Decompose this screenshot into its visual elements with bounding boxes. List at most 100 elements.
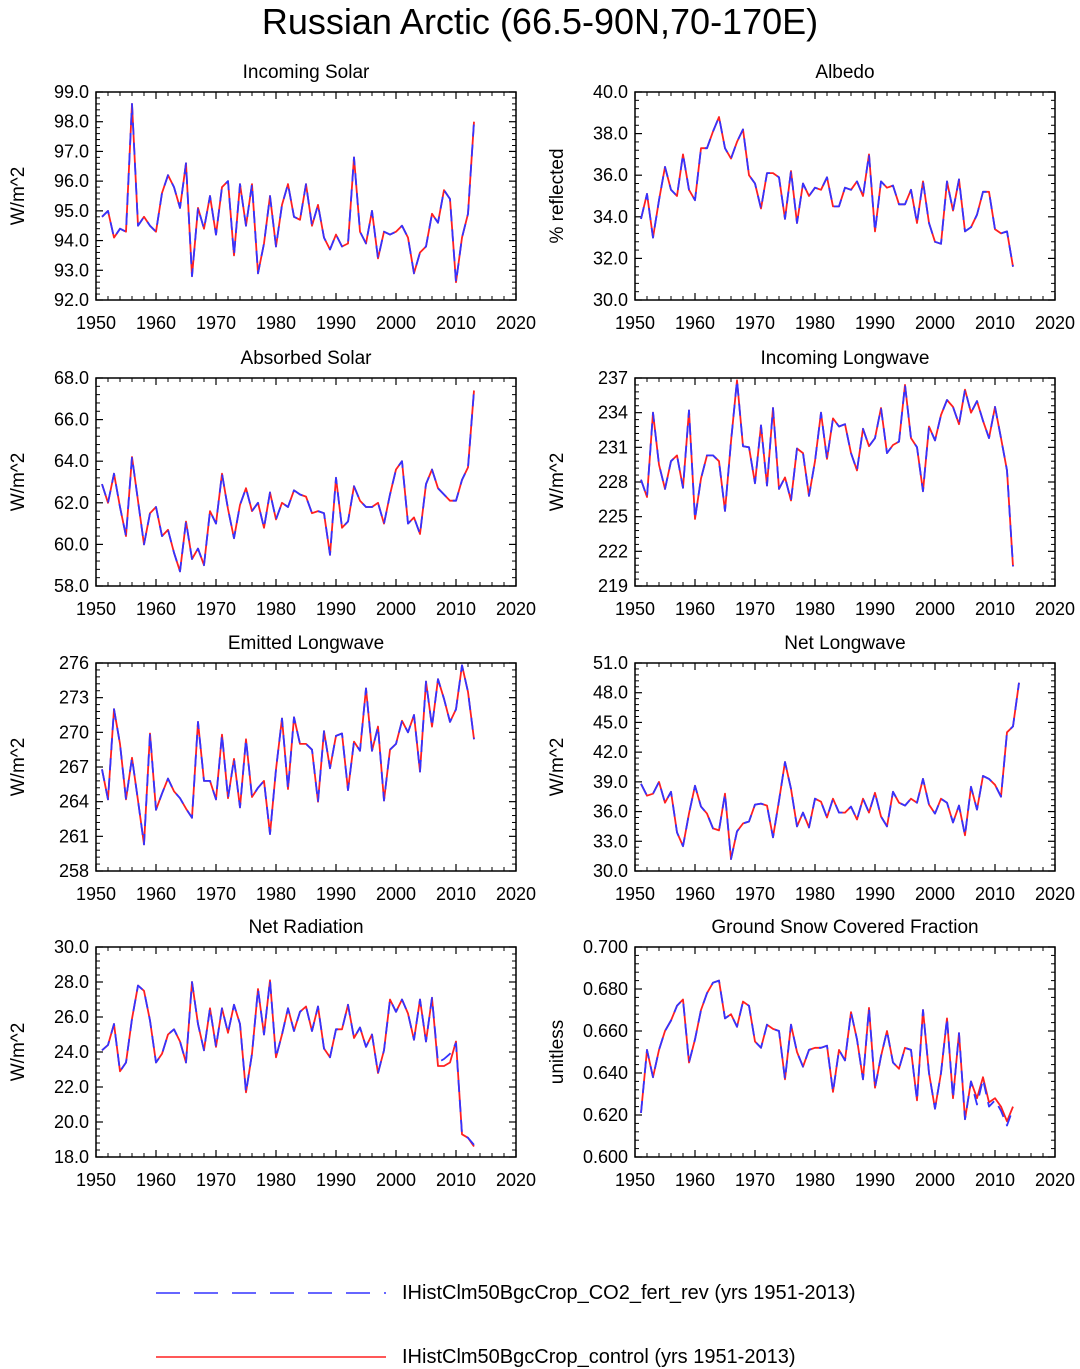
x-tick-label: 1980 [256, 884, 296, 904]
panel-title: Incoming Solar [243, 62, 370, 83]
y-tick-label: 273 [59, 688, 89, 708]
y-axis-label: W/m^2 [8, 1023, 29, 1082]
x-tick-label: 1950 [76, 884, 116, 904]
x-tick-label: 1960 [675, 884, 715, 904]
series-control-line [640, 682, 1020, 860]
y-tick-label: 0.640 [583, 1063, 628, 1083]
y-tick-label: 0.620 [583, 1105, 628, 1125]
series-control-line [101, 979, 475, 1148]
x-tick-label: 2020 [496, 1170, 536, 1190]
x-tick-label: 1950 [615, 884, 655, 904]
x-tick-label: 2010 [975, 599, 1015, 619]
y-axis-label: W/m^2 [547, 738, 568, 797]
x-tick-label: 1960 [675, 1170, 715, 1190]
x-tick-label: 1970 [196, 1170, 236, 1190]
y-tick-label: 222 [598, 541, 628, 561]
panel-title: Net Radiation [248, 917, 363, 938]
y-tick-label: 0.660 [583, 1021, 628, 1041]
x-tick-label: 1990 [316, 313, 356, 333]
y-axis-label: W/m^2 [547, 453, 568, 512]
x-tick-label: 1990 [316, 599, 356, 619]
panel-title: Net Longwave [784, 633, 905, 654]
x-tick-label: 2000 [376, 599, 416, 619]
figure-title: Russian Arctic (66.5-90N,70-170E) [261, 1, 819, 42]
y-tick-label: 68.0 [54, 368, 89, 388]
y-tick-label: 93.0 [54, 260, 89, 280]
x-tick-label: 1990 [855, 884, 895, 904]
y-tick-label: 219 [598, 576, 628, 596]
x-tick-label: 1960 [136, 313, 176, 333]
x-tick-label: 2020 [496, 884, 536, 904]
panel-title: Incoming Longwave [761, 348, 930, 369]
x-tick-label: 1990 [316, 1170, 356, 1190]
x-tick-label: 2000 [915, 1170, 955, 1190]
panel-incoming-solar: 1950 1960 1970 1980 1990 2000 2010 2020 92.0 93.0… [8, 62, 536, 333]
x-tick-label: 1960 [136, 1170, 176, 1190]
y-tick-label: 30.0 [593, 290, 628, 310]
legend-label-co2-fert-rev: IHistClm50BgcCrop_CO2_fert_rev (yrs 1951… [402, 1282, 856, 1304]
x-tick-label: 1970 [196, 599, 236, 619]
y-tick-label: 24.0 [54, 1042, 89, 1062]
x-tick-label: 2000 [915, 599, 955, 619]
series-co2-fert-rev-line [640, 379, 1014, 567]
plot-frame [95, 662, 517, 872]
plot-frame [634, 946, 1056, 1158]
x-tick-label: 1950 [615, 599, 655, 619]
y-axis-label: W/m^2 [8, 167, 29, 226]
x-tick-label: 1950 [76, 313, 116, 333]
x-tick-label: 2010 [436, 884, 476, 904]
y-tick-label: 22.0 [54, 1077, 89, 1097]
y-tick-label: 36.0 [593, 165, 628, 185]
x-tick-label: 2020 [1035, 313, 1075, 333]
y-tick-label: 94.0 [54, 231, 89, 251]
x-tick-label: 1950 [615, 313, 655, 333]
y-tick-label: 42.0 [593, 742, 628, 762]
series-control-line [101, 103, 475, 284]
panel-net-longwave: 1950 1960 1970 1980 1990 2000 2010 2020 30.0 33.0… [547, 633, 1075, 904]
panel-title: Absorbed Solar [241, 348, 373, 369]
x-tick-label: 2000 [376, 313, 416, 333]
y-tick-label: 18.0 [54, 1147, 89, 1167]
y-tick-label: 98.0 [54, 112, 89, 132]
y-tick-label: 0.700 [583, 937, 628, 957]
y-tick-label: 0.600 [583, 1147, 628, 1167]
y-tick-label: 92.0 [54, 290, 89, 310]
y-tick-label: 39.0 [593, 772, 628, 792]
x-tick-label: 1980 [795, 313, 835, 333]
x-tick-label: 2020 [1035, 884, 1075, 904]
legend-label-control: IHistClm50BgcCrop_control (yrs 1951-2013… [402, 1346, 796, 1368]
x-tick-label: 1960 [675, 313, 715, 333]
plot-frame [95, 91, 517, 301]
x-tick-label: 2000 [915, 313, 955, 333]
x-tick-label: 2010 [436, 599, 476, 619]
y-axis-label: W/m^2 [8, 738, 29, 797]
y-tick-label: 28.0 [54, 972, 89, 992]
panel-title: Ground Snow Covered Fraction [711, 917, 978, 938]
y-tick-label: 60.0 [54, 534, 89, 554]
x-tick-label: 2020 [496, 313, 536, 333]
plot-frame [634, 377, 1056, 587]
y-tick-label: 58.0 [54, 576, 89, 596]
x-tick-label: 1970 [735, 884, 775, 904]
x-tick-label: 2010 [975, 1170, 1015, 1190]
series-co2-fert-rev-line [101, 390, 475, 573]
plot-frame [634, 91, 1056, 301]
x-tick-label: 1970 [735, 1170, 775, 1190]
y-tick-label: 38.0 [593, 124, 628, 144]
y-tick-label: 26.0 [54, 1007, 89, 1027]
x-tick-label: 2010 [975, 313, 1015, 333]
x-tick-label: 2000 [376, 884, 416, 904]
x-tick-label: 2000 [915, 884, 955, 904]
y-tick-label: 20.0 [54, 1112, 89, 1132]
x-tick-label: 2010 [975, 884, 1015, 904]
y-tick-label: 225 [598, 507, 628, 527]
x-tick-label: 2020 [1035, 1170, 1075, 1190]
x-tick-label: 2000 [376, 1170, 416, 1190]
x-tick-label: 1970 [196, 313, 236, 333]
x-tick-label: 1950 [76, 599, 116, 619]
plot-frame [634, 662, 1056, 872]
x-tick-label: 1960 [136, 884, 176, 904]
panel-albedo: 1950 1960 1970 1980 1990 2000 2010 2020 30.0 32.0… [547, 62, 1075, 333]
y-tick-label: 66.0 [54, 410, 89, 430]
